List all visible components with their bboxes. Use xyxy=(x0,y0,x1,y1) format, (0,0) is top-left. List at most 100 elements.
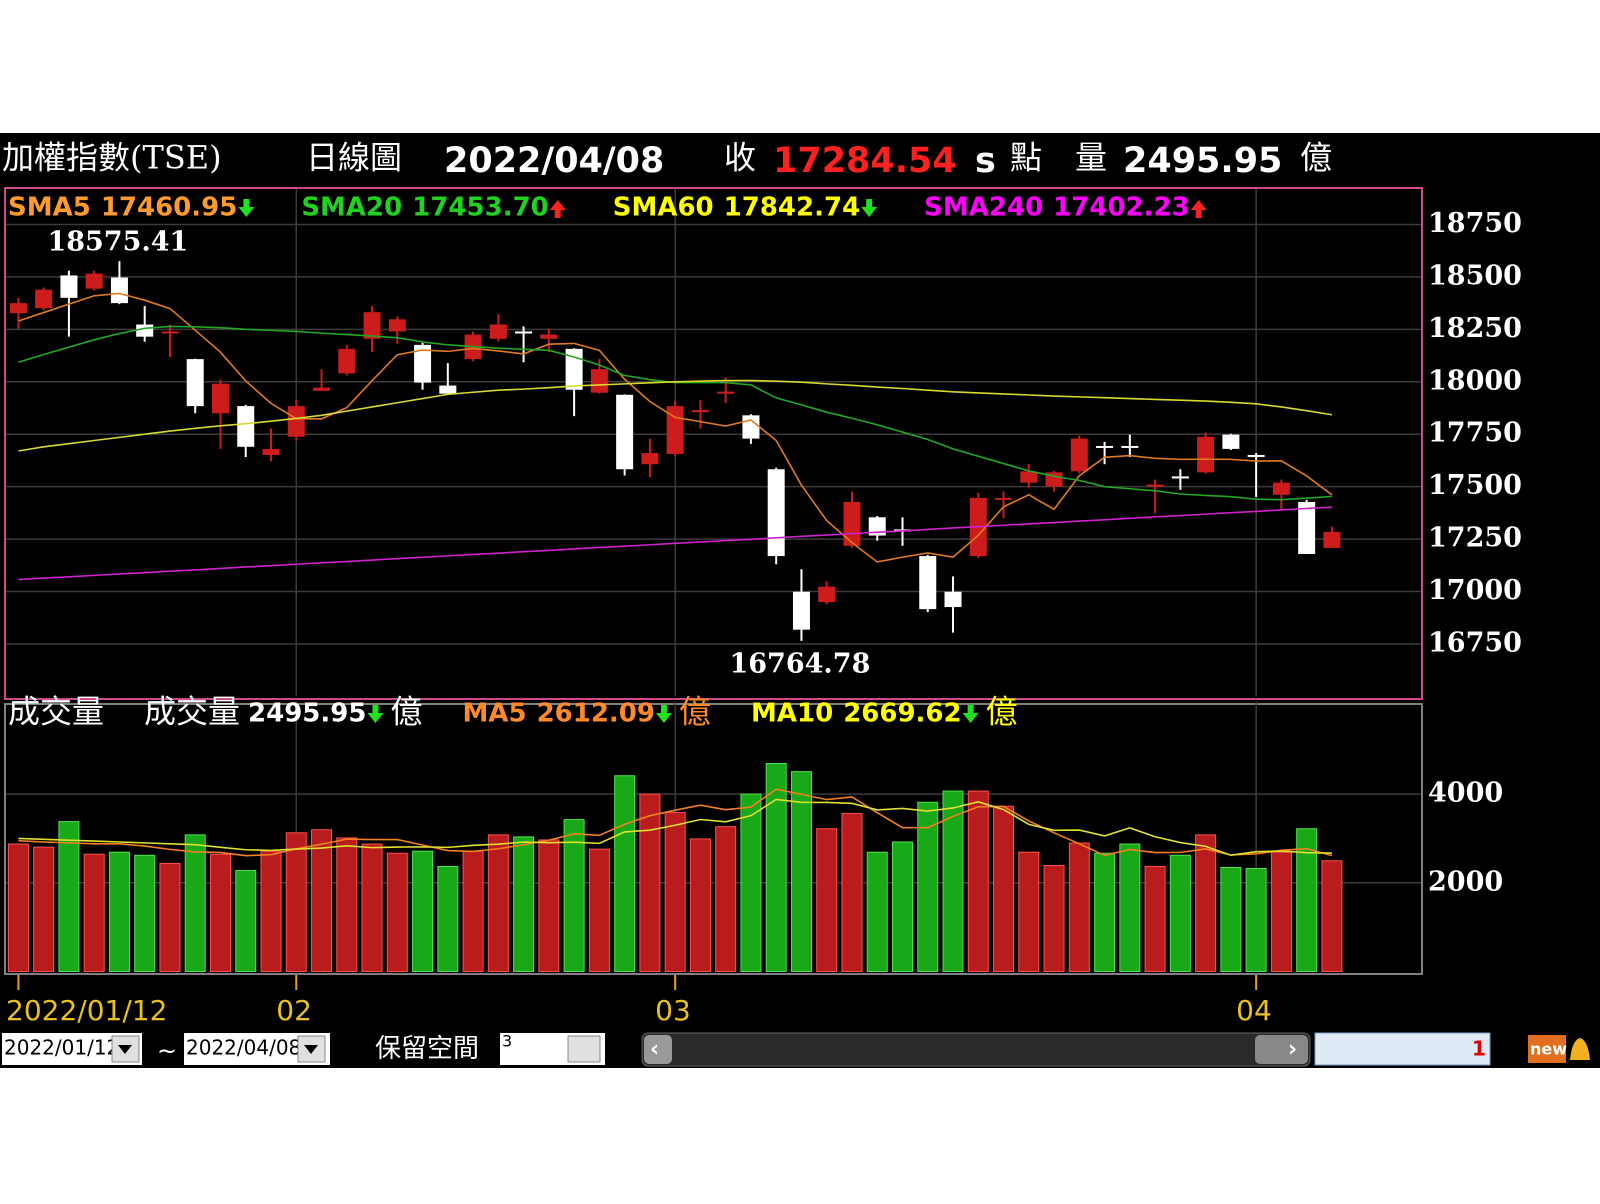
new-badge-text: new xyxy=(1530,1040,1567,1059)
candle-body xyxy=(262,448,280,455)
candle-body xyxy=(287,406,305,437)
candle-body xyxy=(161,331,179,334)
close-label: 收 xyxy=(724,139,756,177)
volume-bar xyxy=(1195,834,1217,973)
y-tick-label: 17250 xyxy=(1428,523,1522,554)
volume-bar xyxy=(487,834,509,973)
down-arrow xyxy=(655,705,672,723)
candle-body xyxy=(919,556,937,610)
candle-body xyxy=(414,344,432,383)
candle-body xyxy=(9,303,27,314)
candle-body xyxy=(211,383,229,414)
legend-name: SMA240 xyxy=(924,193,1043,223)
candle-body xyxy=(868,517,886,536)
dropdown-arrow xyxy=(304,1045,318,1054)
candle-body xyxy=(616,394,634,470)
tool-icons[interactable] xyxy=(1314,1032,1491,1066)
volume-bar xyxy=(33,846,55,973)
up-arrow xyxy=(549,200,566,218)
legend-value: 17453.70 xyxy=(412,193,549,223)
date-separator: ~ xyxy=(157,1037,177,1065)
page-number: 1 xyxy=(1472,1037,1486,1061)
close-suffix: s xyxy=(975,141,996,181)
candle-body xyxy=(110,277,128,304)
volume-panel xyxy=(4,703,1423,975)
down-arrow xyxy=(367,705,384,723)
volume-unit: 億 xyxy=(390,693,422,731)
candle-body xyxy=(35,289,53,309)
up-arrow xyxy=(1190,200,1207,218)
candle-body xyxy=(691,410,709,413)
y-tick-label: 18000 xyxy=(1428,365,1522,396)
ma-line xyxy=(18,788,1333,857)
candle-body xyxy=(1197,436,1215,473)
scrollbar[interactable] xyxy=(641,1032,1311,1067)
candle-body xyxy=(237,406,255,447)
volume-bar xyxy=(1068,842,1090,973)
candle-body xyxy=(1146,484,1164,487)
volume-bar xyxy=(1220,866,1242,973)
toolbar: 2022/01/12 ~ 2022/04/08 保留空間 3 ‹ › 1 new xyxy=(2,1032,1590,1067)
legend-value: 17402.23 xyxy=(1053,193,1190,223)
candle-body xyxy=(489,324,507,339)
x-tick-label: 04 xyxy=(1236,994,1272,1027)
scroll-left[interactable] xyxy=(644,1035,672,1064)
price-panel xyxy=(4,187,1423,700)
spin-button[interactable] xyxy=(567,1035,601,1063)
scroll-right[interactable] xyxy=(1255,1035,1308,1064)
legend-name: MA5 xyxy=(462,699,526,729)
volume-bar xyxy=(159,862,181,973)
volume-bar xyxy=(134,854,156,973)
candle-body xyxy=(641,453,659,465)
bell-icon xyxy=(1570,1038,1590,1060)
volume-label: 量 xyxy=(1075,139,1107,177)
down-arrow xyxy=(238,199,255,217)
y-tick-label: 18500 xyxy=(1428,260,1522,291)
x-tick-label: 2022/01/12 xyxy=(6,994,167,1027)
candle-body xyxy=(1272,482,1290,495)
candle-body xyxy=(363,312,381,339)
scroll-right-icon: › xyxy=(1288,1037,1297,1062)
volume-bar xyxy=(942,790,964,972)
legend-value: 2612.09 xyxy=(537,699,655,729)
candle-body xyxy=(792,591,810,630)
candle-body xyxy=(818,586,836,603)
volume-bar xyxy=(1296,828,1318,973)
down-arrow xyxy=(962,705,979,723)
volume-bar xyxy=(1169,854,1191,973)
volume-bar xyxy=(7,843,29,972)
low-annotation: 16764.78 xyxy=(729,648,870,679)
volume-bar xyxy=(58,821,80,972)
volume-bar xyxy=(816,828,838,973)
volume-bar xyxy=(361,843,383,972)
x-tick-label: 03 xyxy=(655,994,691,1027)
volume-bar xyxy=(1245,868,1267,972)
legend-unit: 億 xyxy=(679,693,711,731)
ma-line xyxy=(18,506,1332,581)
volume-bar xyxy=(209,853,231,972)
candle-body xyxy=(1096,445,1114,448)
volume-bar xyxy=(993,805,1015,973)
volume-bar xyxy=(1119,843,1141,972)
candle-body xyxy=(1222,434,1240,449)
view-label: 日線圖 xyxy=(306,139,402,177)
legend-name: SMA5 xyxy=(8,193,91,223)
candle-body xyxy=(590,369,608,393)
volume-bar xyxy=(1094,852,1116,973)
candle-body xyxy=(439,385,457,394)
candle-body xyxy=(136,324,154,337)
new-badge[interactable] xyxy=(1528,1035,1566,1063)
candle-body xyxy=(767,469,785,557)
volume-bar xyxy=(513,836,535,973)
volume-bar xyxy=(866,851,888,972)
dropdown-button[interactable] xyxy=(297,1035,326,1063)
volume-bar xyxy=(740,793,762,972)
volume-bar xyxy=(235,870,257,972)
close-unit: 點 xyxy=(1010,139,1042,177)
volume-bar xyxy=(765,762,787,972)
volume-bar xyxy=(1321,860,1343,973)
volume-bar xyxy=(892,841,913,972)
ma-line xyxy=(18,798,1332,857)
down-arrow xyxy=(861,199,878,217)
